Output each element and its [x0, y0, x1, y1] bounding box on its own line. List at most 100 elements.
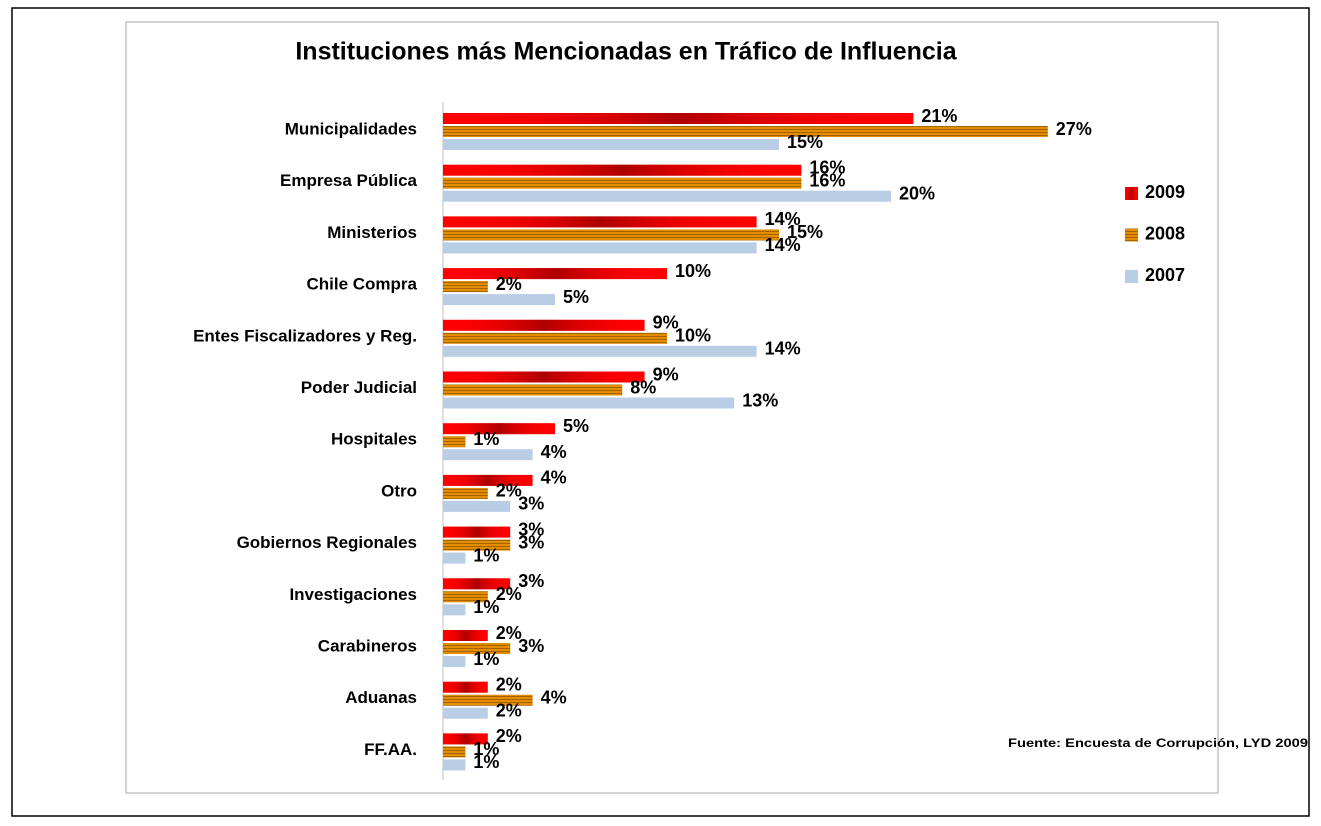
value-label: 3% — [518, 636, 544, 656]
value-label: 2% — [496, 584, 522, 604]
value-label: 5% — [563, 416, 589, 436]
value-label: 13% — [742, 390, 778, 410]
legend-label: 2007 — [1145, 265, 1185, 285]
value-label: 3% — [518, 519, 544, 539]
bar-texture — [443, 384, 623, 396]
value-label: 9% — [653, 313, 679, 333]
bar-texture — [443, 591, 488, 603]
value-label: 14% — [765, 339, 801, 359]
category-label: Gobiernos Regionales — [237, 533, 417, 552]
bar-texture — [443, 126, 1048, 137]
outer-frame — [11, 7, 1310, 817]
value-label: 1% — [473, 739, 499, 759]
category-label: Chile Compra — [306, 275, 417, 294]
source-note: Fuente: Encuesta de Corrupción, LYD 2009 — [1008, 736, 1308, 750]
legend-swatch-texture — [1125, 187, 1138, 200]
legend-label: 2009 — [1145, 182, 1185, 202]
value-label: 14% — [765, 209, 801, 229]
bar-texture — [443, 268, 667, 280]
value-label: 14% — [765, 235, 801, 255]
value-label: 3% — [518, 532, 544, 552]
category-label: Hospitales — [331, 430, 417, 449]
value-label: 3% — [518, 571, 544, 591]
value-label: 1% — [473, 649, 499, 669]
value-label: 1% — [473, 597, 499, 617]
bar-texture — [443, 746, 466, 758]
value-label: 2% — [496, 700, 522, 720]
value-label: 2% — [496, 674, 522, 694]
bar-texture — [443, 578, 511, 590]
bar — [443, 604, 466, 616]
bar-texture — [443, 113, 914, 124]
value-label: 4% — [541, 442, 567, 462]
value-label: 2% — [496, 481, 522, 501]
value-label: 15% — [787, 222, 823, 242]
value-label: 21% — [921, 106, 957, 126]
category-label: FF.AA. — [364, 740, 417, 759]
value-label: 1% — [473, 545, 499, 565]
category-label: Municipalidades — [285, 119, 417, 138]
category-label: Carabineros — [318, 636, 417, 655]
bar — [443, 294, 555, 306]
bar-texture — [443, 177, 802, 189]
legend-label: 2008 — [1145, 223, 1185, 243]
bar-texture — [443, 281, 488, 293]
bar-texture — [443, 694, 533, 706]
bar — [443, 139, 779, 150]
category-label: Otro — [381, 481, 417, 500]
bar-texture — [443, 332, 667, 344]
category-label: Ministerios — [327, 223, 417, 242]
chart-frame — [125, 21, 1219, 794]
value-label: 27% — [1056, 119, 1092, 139]
category-label: Poder Judicial — [301, 378, 417, 397]
bar — [443, 552, 466, 564]
bar-texture — [443, 643, 511, 654]
bar — [443, 397, 735, 409]
bar-texture — [443, 474, 533, 486]
bar-texture — [443, 423, 555, 435]
chart-title: Instituciones más Mencionadas en Tráfico… — [295, 38, 957, 66]
value-label: 1% — [473, 429, 499, 449]
category-label: Entes Fiscalizadores y Reg. — [193, 326, 417, 345]
value-label: 2% — [496, 274, 522, 294]
bar-texture — [443, 216, 757, 228]
bar-texture — [443, 630, 488, 641]
value-label: 2% — [496, 623, 522, 643]
value-label: 9% — [653, 364, 679, 384]
bar — [443, 345, 757, 357]
value-label: 1% — [473, 752, 499, 772]
bar — [443, 449, 533, 461]
category-label: Investigaciones — [289, 585, 417, 604]
category-label: Empresa Pública — [280, 171, 418, 190]
value-label: 10% — [675, 261, 711, 281]
bar-texture — [443, 733, 488, 745]
bar-texture — [443, 487, 488, 499]
value-label: 2% — [496, 726, 522, 746]
value-label: 16% — [809, 170, 845, 190]
legend-swatch-texture — [1125, 228, 1138, 242]
bar — [443, 656, 466, 667]
bar — [443, 242, 757, 254]
bar-texture — [443, 229, 779, 241]
bar-texture — [443, 319, 645, 331]
bar-texture — [443, 681, 488, 693]
bar — [443, 759, 466, 771]
value-label: 5% — [563, 287, 589, 307]
legend-swatch — [1125, 270, 1138, 283]
value-label: 3% — [518, 494, 544, 514]
bar-texture — [443, 164, 802, 176]
value-label: 16% — [809, 157, 845, 177]
bar-texture — [443, 371, 645, 383]
bar-texture — [443, 539, 511, 551]
bar-texture — [443, 436, 466, 448]
bar-texture — [443, 526, 511, 538]
value-label: 8% — [630, 377, 656, 397]
bar — [443, 707, 488, 719]
value-label: 4% — [541, 687, 567, 707]
bar — [443, 190, 891, 202]
value-label: 20% — [899, 183, 935, 203]
category-label: Aduanas — [345, 688, 417, 707]
bar — [443, 500, 511, 512]
value-label: 15% — [787, 132, 823, 152]
